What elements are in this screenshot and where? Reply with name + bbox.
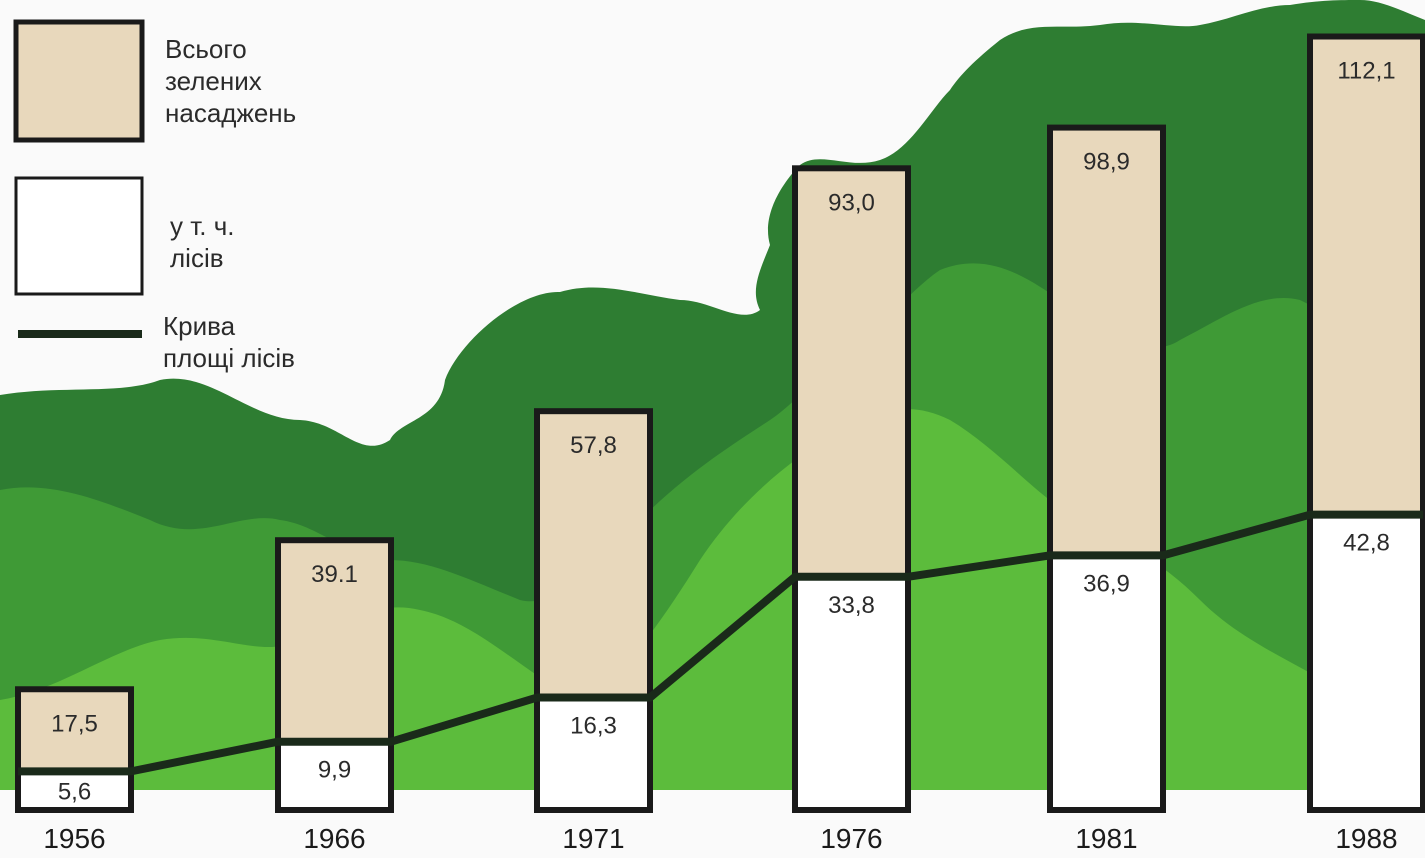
x-axis-ticks: 1956 1966 1971 1976 1981 1988 (43, 823, 1397, 854)
legend-swatch-forest (14, 176, 144, 296)
x-tick-1988: 1988 (1335, 823, 1397, 853)
legend-label-total: зелених (165, 66, 262, 96)
legend-label-forest: лісів (170, 243, 224, 273)
label-forest-1988: 42,8 (1343, 530, 1390, 557)
legend-label-curve: площі лісів (163, 343, 295, 373)
legend-label-curve: Крива (163, 311, 236, 341)
label-total-1988: 112,1 (1337, 58, 1395, 85)
legend-swatch-total (13, 19, 145, 143)
x-tick-1966: 1966 (303, 823, 365, 853)
bar-forest-1988 (1313, 514, 1420, 807)
x-tick-1956: 1956 (43, 823, 105, 853)
forest-area-line (18, 510, 1423, 776)
label-total-1971: 57,8 (570, 432, 617, 459)
bar-forest-1976 (798, 576, 905, 807)
bar-forest-1966 (281, 741, 388, 807)
label-forest-1971: 16,3 (570, 713, 617, 740)
label-total-1956: 17,5 (51, 710, 98, 737)
label-total-1976: 93,0 (828, 189, 875, 216)
label-forest-1976: 33,8 (828, 592, 875, 619)
forest-area-curve (18, 510, 1423, 776)
bar-forest-1956 (21, 771, 128, 807)
x-tick-1976: 1976 (820, 823, 882, 853)
bars (15, 33, 1425, 814)
label-total-1966: 39.1 (311, 561, 358, 588)
legend-label-forest: у т. ч. (170, 211, 234, 241)
label-forest-1966: 9,9 (318, 757, 351, 784)
label-forest-1981: 36,9 (1083, 570, 1130, 597)
bar-forest-1971 (540, 697, 647, 807)
x-tick-1981: 1981 (1075, 823, 1137, 853)
label-total-1981: 98,9 (1083, 149, 1130, 176)
bar-forest-1981 (1053, 555, 1160, 807)
legend-label-total: Всього (165, 34, 247, 64)
x-tick-1971: 1971 (562, 823, 624, 853)
label-forest-1956: 5,6 (58, 778, 91, 805)
legend-label-total: насаджень (165, 98, 296, 128)
data-labels: 17,5 5,6 39.1 9,9 57,8 16,3 93,0 33,8 98,9 36,9 11… (51, 58, 1396, 806)
